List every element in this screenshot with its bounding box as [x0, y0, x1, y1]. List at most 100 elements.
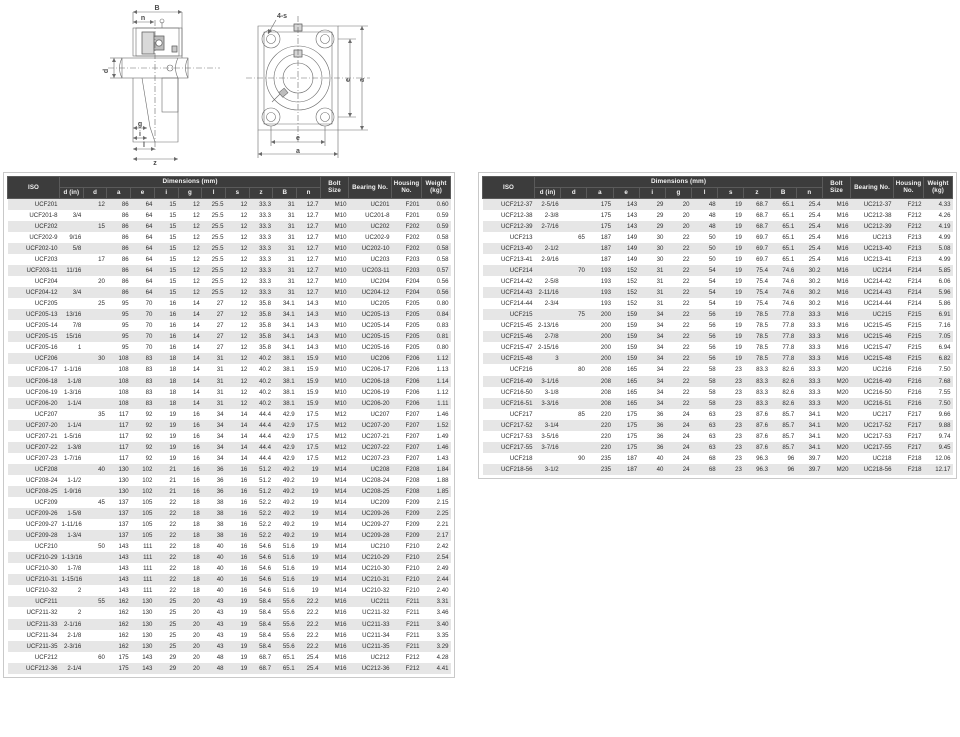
cell-weight: 2.42	[436, 543, 449, 551]
cell-bolt-size: M10	[334, 211, 347, 219]
cell-z: 69.7	[756, 244, 769, 252]
cell-g: 18	[193, 521, 200, 529]
cell-n: 15.9	[306, 377, 319, 385]
cell-a: 220	[600, 410, 612, 418]
header-z: z	[743, 187, 771, 199]
cell-i: 31	[656, 289, 664, 297]
cell-i: 18	[169, 377, 177, 385]
table-row: UCF213-41 2-9/16 187 149 30 22 50 19 69.7 65.1 25.…	[482, 253, 953, 266]
cell-i: 22	[169, 554, 177, 562]
cell-bearing-no: UC215-48	[863, 355, 892, 363]
cell-bearing-no: UC204	[370, 278, 390, 286]
cell-i: 36	[656, 410, 664, 418]
cell-n: 33.3	[808, 366, 821, 374]
cell-l: 40	[216, 576, 224, 584]
cell-s: 12	[240, 255, 248, 263]
cell-g: 22	[682, 278, 690, 286]
cell-bolt-size: M16	[836, 222, 849, 230]
table-row: UCF215-45 2-13/16 200 159 34 22 56 19 78.5 77.8 33…	[482, 320, 953, 332]
cell-g: 12	[193, 244, 200, 252]
cell-d-in: 1-3/16	[63, 388, 82, 396]
cell-d-in: 5/8	[72, 244, 82, 252]
cell-z: 68.7	[259, 664, 271, 672]
cell-g: 14	[193, 388, 200, 396]
cell-d	[83, 331, 107, 342]
cell-bearing-no: UC205-16	[361, 344, 390, 352]
cell-n: 39.7	[808, 454, 821, 462]
cell-weight: 2.44	[436, 576, 449, 584]
cell-bolt-size: M14	[334, 499, 347, 507]
cell-l: 36	[216, 487, 224, 495]
cell-i: 21	[169, 476, 177, 484]
cell-i: 22	[169, 587, 177, 595]
cell-g: 12	[193, 267, 200, 275]
cell-bearing-no: UC202-10	[361, 244, 390, 252]
cell-housing-no: F210	[405, 565, 420, 573]
cell-d	[561, 320, 587, 331]
cell-s: 16	[240, 576, 248, 584]
cell-B: 65.1	[782, 200, 795, 208]
cell-d-in: 3-7/16	[541, 443, 559, 451]
header-n: n	[795, 187, 824, 199]
cell-iso: UCF202-10	[26, 244, 58, 252]
cell-i: 19	[169, 432, 177, 440]
cell-housing-no: F205	[405, 300, 420, 308]
cell-d	[561, 442, 587, 453]
cell-z: 33.3	[259, 222, 271, 230]
cell-weight: 0.60	[436, 200, 449, 208]
cell-bearing-no: UC213-41	[863, 255, 892, 263]
cell-a: 143	[118, 543, 129, 551]
cell-bolt-size: M20	[836, 443, 849, 451]
cell-housing-no: F210	[405, 587, 420, 595]
cell-e: 159	[627, 322, 638, 330]
cell-n: 22.2	[306, 598, 319, 606]
cell-bearing-no: UC215-46	[863, 333, 892, 341]
cell-B: 38.1	[282, 355, 295, 363]
cell-bearing-no: UC210-29	[361, 554, 390, 562]
cell-weight: 1.12	[436, 388, 449, 396]
cell-bearing-no: UC206-17	[361, 366, 390, 374]
cell-n: 12.7	[306, 267, 319, 275]
table-row: UCF205-16 1 95 70 16 14 27 12 35.8 34.1 14.3 M10 UC2…	[7, 342, 451, 354]
cell-d-in	[60, 353, 84, 364]
cell-d	[561, 376, 587, 387]
cell-g: 18	[193, 543, 200, 551]
cell-s: 12	[240, 311, 248, 319]
cell-weight: 1.11	[437, 399, 449, 407]
cell-g: 12	[193, 211, 200, 219]
cell-l: 31	[216, 388, 224, 396]
cell-housing-no: F215	[907, 344, 922, 352]
cell-s: 14	[240, 421, 248, 429]
cell-l: 63	[708, 432, 716, 440]
cell-i: 18	[169, 355, 177, 363]
cell-iso: UCF211-32	[26, 609, 58, 617]
cell-bearing-no: UC214	[872, 267, 892, 275]
cell-housing-no: F203	[405, 255, 420, 263]
cell-bolt-size: M20	[836, 388, 849, 396]
cell-a: 95	[121, 344, 129, 352]
cell-z: 40.2	[259, 388, 271, 396]
cell-g: 14	[193, 300, 200, 308]
cell-l: 27	[216, 344, 224, 352]
cell-e: 92	[145, 454, 153, 462]
cell-iso: UCF206-20	[26, 399, 58, 407]
cell-i: 18	[169, 399, 177, 407]
table-row: UCF212-36 2-1/4 175 143 29 20 48 19 68.7 65.1 25.4…	[7, 662, 451, 674]
cell-weight: 6.82	[938, 355, 951, 363]
cell-weight: 3.40	[436, 620, 449, 628]
cell-n: 19	[311, 576, 319, 584]
cell-d	[561, 342, 587, 353]
cell-l: 25.5	[211, 233, 224, 241]
cell-z: 33.3	[259, 278, 271, 286]
cell-d	[561, 287, 587, 298]
cell-a: 86	[121, 278, 129, 286]
cell-B: 65.1	[782, 244, 795, 252]
cell-g: 16	[193, 432, 200, 440]
cell-l: 43	[216, 609, 224, 617]
cell-iso: UCF216-51	[501, 399, 533, 407]
cell-bolt-size: M16	[836, 211, 849, 219]
cell-weight: 4.19	[938, 222, 951, 230]
cell-housing-no: F203	[405, 267, 420, 275]
cell-z: 78.5	[756, 322, 769, 330]
cell-z: 52.2	[259, 532, 271, 540]
